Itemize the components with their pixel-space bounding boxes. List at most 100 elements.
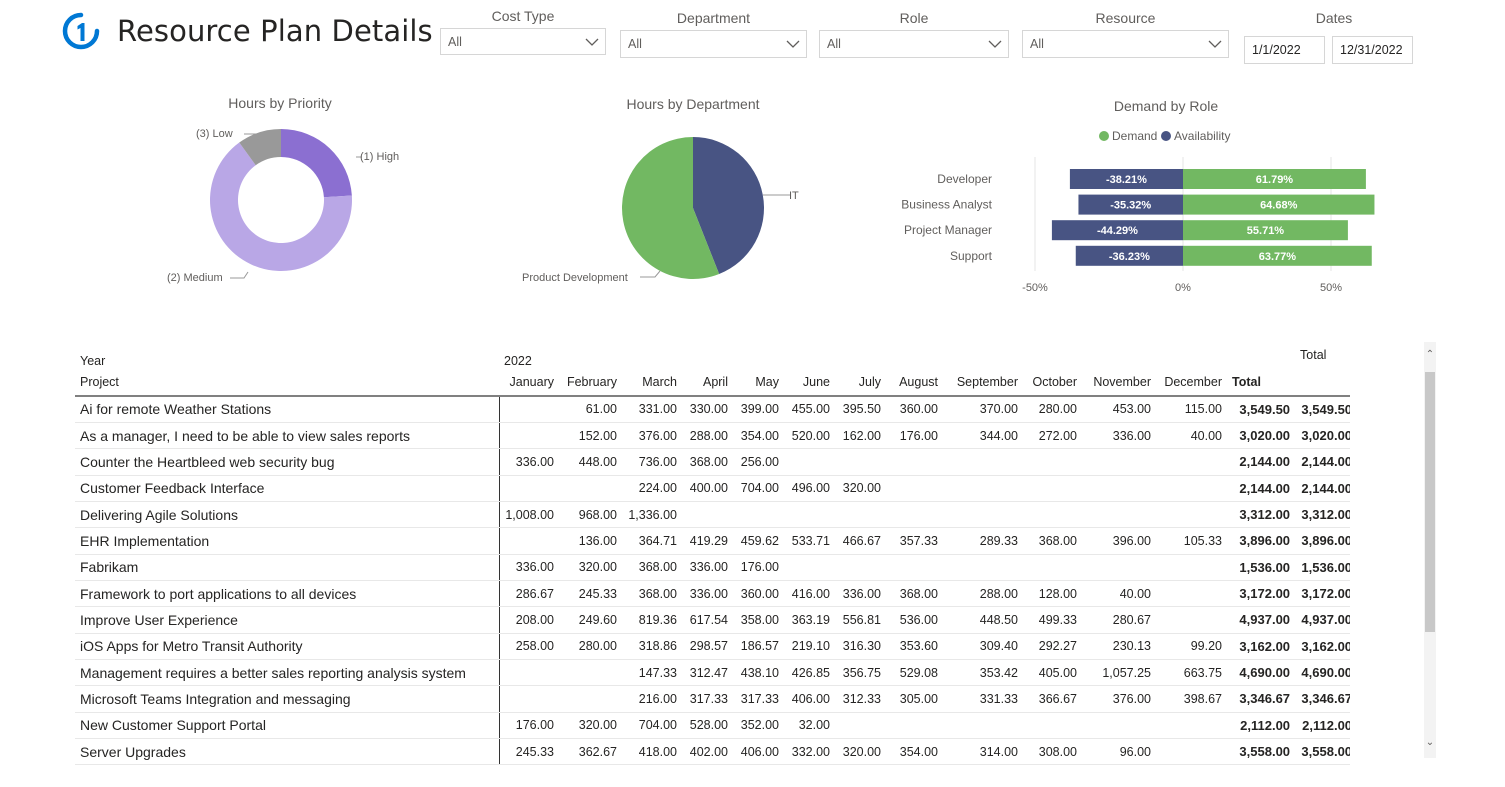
cell-value: 330.00 [682,396,733,423]
cell-value [943,475,1023,502]
cell-value [499,396,559,423]
cell-value: 224.00 [622,475,682,502]
cell-value: 529.08 [886,659,943,687]
table-row[interactable]: Counter the Heartbleed web security bug 3… [75,448,1350,476]
department-value: All [628,37,642,51]
year-header: Year [80,354,106,368]
donut-slice-0[interactable] [281,129,352,198]
cell-value [835,448,886,476]
table-row[interactable]: Delivering Agile Solutions 1,008.00 968.00… [75,501,1350,529]
availability-bar[interactable] [1069,169,1183,189]
cell-value: 286.67 [499,580,559,608]
demand-bar[interactable] [1183,245,1372,266]
month-header: April [682,368,733,397]
cell-value: 533.71 [784,527,835,555]
x-tick-label: -50% [1022,282,1048,294]
cell-value: 357.33 [886,527,943,555]
cell-value: 256.00 [733,448,784,476]
row-grand-total: 3,312.00 [1295,501,1350,529]
demand-bar[interactable] [1183,220,1348,241]
row-year-total: 3,346.67 [1227,685,1296,713]
end-date-input[interactable]: 12/31/2022 [1332,36,1413,64]
project-name: Management requires a better sales repor… [75,659,500,687]
cell-value [1023,475,1082,502]
pie-slice-0[interactable] [693,137,764,275]
availability-bar[interactable] [1051,220,1183,241]
cell-value: 40.00 [1156,422,1227,450]
availability-bar[interactable] [1078,194,1183,215]
cell-value [1023,712,1082,739]
cell-value: 366.67 [1023,685,1082,713]
availability-data-label: -38.21% [1106,174,1147,186]
table-row[interactable]: Framework to port applications to all de… [75,580,1350,608]
scroll-up-icon[interactable]: ⌃ [1425,349,1435,360]
cell-value: 358.00 [733,606,784,634]
demand-bar[interactable] [1183,194,1375,215]
cell-value: 360.00 [886,396,943,423]
cost-type-value: All [448,35,462,49]
start-date-input[interactable]: 1/1/2022 [1244,36,1325,64]
pie-slice-1[interactable] [622,137,720,279]
cell-value: 96.00 [1082,738,1156,766]
cell-value: 331.33 [943,685,1023,713]
cell-value: 208.00 [499,606,559,634]
cell-value: 376.00 [622,422,682,450]
year-total-header: Total [1227,368,1296,397]
year-value: 2022 [504,354,532,368]
table-row[interactable]: Server Upgrades 245.33 362.67 418.00 402.00 4… [75,738,1350,766]
table-row[interactable]: Microsoft Teams Integration and messagin… [75,685,1350,713]
cell-value: 292.27 [1023,633,1082,660]
availability-bar[interactable] [1075,245,1183,266]
role-label: Role [899,10,929,26]
table-row[interactable]: Fabrikam 336.00 320.00 368.00 336.00 176.00 1,… [75,554,1350,581]
demand-data-label: 64.68% [1260,200,1298,212]
cell-value: 115.00 [1156,396,1227,423]
row-grand-total: 1,536.00 [1295,554,1350,581]
table-row[interactable]: Management requires a better sales repor… [75,659,1350,687]
resource-dropdown[interactable]: All [1022,30,1229,58]
table-row[interactable]: As a manager, I need to be able to view … [75,422,1350,450]
logo-icon [62,12,100,50]
table-row[interactable]: iOS Apps for Metro Transit Authority 258.… [75,633,1350,660]
cell-value: 617.54 [682,606,733,634]
cell-value: 162.00 [835,422,886,450]
cell-value [499,422,559,450]
scrollbar-thumb[interactable] [1425,372,1435,632]
cost-type-dropdown[interactable]: All [440,28,606,55]
resource-matrix-table: Year 2022 Total Project January February M… [75,342,1350,770]
row-grand-total: 3,558.00 [1295,738,1350,766]
month-header: September [943,368,1023,397]
cell-value: 354.00 [886,738,943,766]
table-row[interactable]: Improve User Experience 208.00 249.60 819.3… [75,606,1350,634]
cell-value [1082,712,1156,739]
cell-value: 466.67 [835,527,886,555]
priority-donut-chart: (1) High (3) Low (2) Medium [167,128,399,284]
table-row[interactable]: Customer Feedback Interface 224.00 400.00 7… [75,475,1350,502]
department-dropdown[interactable]: All [620,30,807,58]
chevron-down-icon [786,40,800,48]
donut-slice-2[interactable] [239,129,281,166]
row-year-total: 2,144.00 [1227,475,1296,502]
table-row[interactable]: New Customer Support Portal 176.00 320.00 7… [75,712,1350,739]
donut-slice-1[interactable] [209,142,352,271]
cell-value: 40.00 [1082,580,1156,608]
scroll-down-icon[interactable]: ⌄ [1425,737,1435,748]
table-row[interactable]: Ai for remote Weather Stations 61.00 331.0… [75,396,1350,423]
cell-value [1023,501,1082,529]
cell-value: 400.00 [682,475,733,502]
cell-value: 426.85 [784,659,835,687]
cell-value: 280.67 [1082,606,1156,634]
cell-value: 399.00 [733,396,784,423]
cell-value: 448.00 [559,448,622,476]
cell-value [559,475,622,502]
cell-value [1082,448,1156,476]
cell-value: 398.67 [1156,685,1227,713]
demand-bar[interactable] [1183,169,1366,189]
cell-value: 370.00 [943,396,1023,423]
label-product-development: Product Development [522,272,628,284]
table-row[interactable]: EHR Implementation 136.00 364.71 419.29 459.… [75,527,1350,555]
role-dropdown[interactable]: All [819,30,1009,58]
cell-value: 448.50 [943,606,1023,634]
row-year-total: 3,020.00 [1227,422,1296,450]
cell-value: 332.00 [784,738,835,766]
